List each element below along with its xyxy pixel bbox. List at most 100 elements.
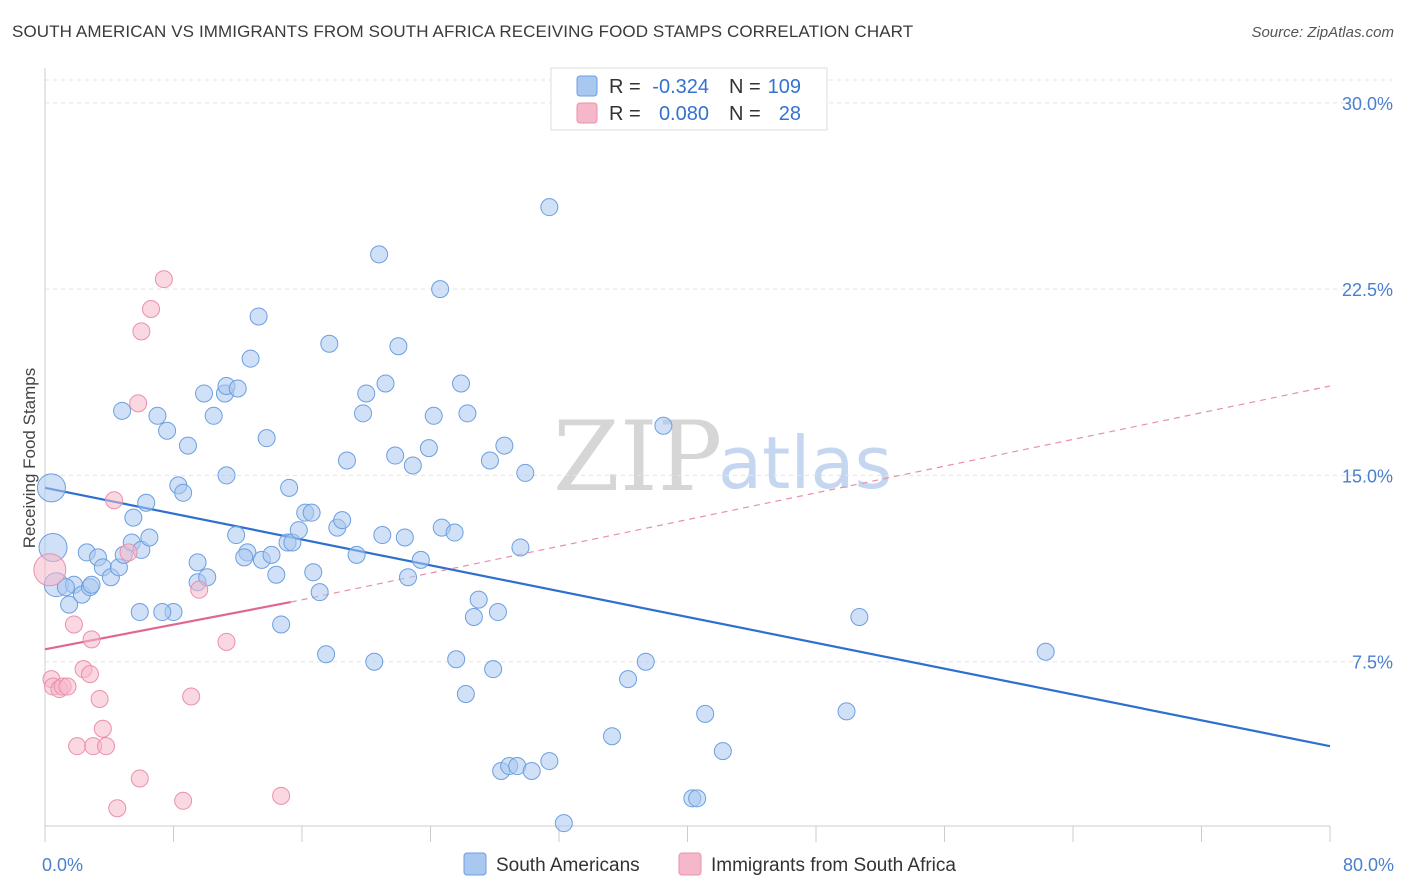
data-point-south-americans — [153, 603, 172, 622]
data-point-south-americans — [217, 466, 236, 485]
data-point-south-africa — [154, 270, 173, 289]
data-point-south-americans — [310, 583, 329, 602]
legend-series: South Americans Immigrants from South Af… — [463, 852, 956, 876]
y-tick-label: 7.5% — [1352, 653, 1393, 673]
data-point-south-africa — [174, 791, 193, 810]
data-point-south-americans — [302, 503, 321, 522]
data-point-south-americans — [235, 548, 254, 567]
data-point-south-africa — [93, 719, 112, 738]
legend-label-south-americans: South Americans — [496, 855, 640, 876]
data-point-south-africa — [90, 689, 109, 708]
data-point-south-africa — [82, 630, 101, 649]
data-point-south-americans — [540, 752, 559, 771]
data-point-south-americans — [431, 280, 450, 299]
data-point-south-americans — [452, 374, 471, 393]
watermark-atlas: atlas — [718, 421, 892, 505]
data-point-south-africa — [97, 737, 116, 756]
legend-swatch-south-americans — [576, 75, 598, 97]
data-point-south-americans — [458, 404, 477, 423]
data-point-south-americans — [289, 521, 308, 540]
data-point-south-americans — [257, 429, 276, 448]
trend-line-south-africa — [290, 385, 1331, 603]
data-point-south-americans — [174, 483, 193, 502]
data-point-south-americans — [424, 406, 443, 425]
data-point-south-americans — [227, 526, 246, 545]
data-point-south-americans — [850, 608, 869, 626]
data-point-south-americans — [376, 374, 395, 393]
data-point-south-americans — [317, 645, 336, 664]
data-point-south-africa — [272, 786, 291, 805]
data-point-south-americans — [636, 652, 655, 671]
watermark-zip: ZIP — [553, 401, 722, 513]
data-point-south-americans — [178, 436, 197, 455]
data-point-south-americans — [399, 568, 418, 587]
data-point-south-americans — [130, 603, 149, 622]
data-point-south-americans — [272, 615, 291, 634]
data-point-south-americans — [262, 545, 281, 564]
data-point-south-americans — [241, 349, 260, 368]
data-point-south-americans — [447, 650, 466, 669]
data-point-south-americans — [357, 384, 376, 403]
data-point-south-americans — [522, 762, 541, 780]
legend-n-label: N = — [729, 103, 761, 125]
legend-r-value: 0.080 — [659, 103, 709, 125]
data-point-south-africa — [217, 632, 236, 651]
data-point-south-americans — [713, 742, 732, 761]
data-point-south-americans — [395, 528, 414, 547]
legend-r-value: -0.324 — [652, 76, 709, 98]
axes — [44, 68, 1331, 842]
data-point-south-africa — [182, 687, 201, 706]
legend-n-value: 28 — [779, 103, 801, 125]
data-point-south-americans — [654, 416, 673, 435]
data-point-south-americans — [386, 446, 405, 465]
data-point-south-africa — [142, 300, 161, 318]
data-point-south-americans — [445, 523, 464, 542]
data-point-south-africa — [68, 737, 87, 756]
data-point-south-americans — [469, 590, 488, 609]
data-point-south-americans — [488, 603, 507, 622]
legend-swatch-south-africa — [576, 102, 598, 124]
data-point-south-americans — [249, 307, 268, 326]
data-point-south-americans — [554, 814, 573, 833]
data-point-south-americans — [304, 563, 323, 582]
data-point-south-americans — [370, 245, 389, 264]
data-point-south-americans — [158, 421, 177, 440]
data-point-south-americans — [140, 528, 159, 547]
chart-title: SOUTH AMERICAN VS IMMIGRANTS FROM SOUTH … — [12, 22, 914, 41]
data-point-south-africa — [64, 615, 83, 634]
data-point-south-americans — [195, 384, 214, 403]
y-tick-label: 15.0% — [1342, 466, 1393, 486]
trend-line-south-americans — [44, 486, 1331, 748]
legend-stats: R = -0.324 N = 109 R = 0.080 N = 28 — [550, 67, 828, 131]
data-point-south-americans — [389, 337, 408, 356]
data-point-south-africa — [33, 553, 67, 587]
data-point-south-africa — [58, 677, 77, 696]
grid-lines — [45, 79, 1392, 663]
data-point-south-africa — [190, 580, 209, 599]
y-tick-label: 30.0% — [1342, 94, 1393, 114]
data-point-south-americans — [688, 789, 707, 808]
data-point-south-americans — [36, 473, 66, 503]
data-point-south-americans — [148, 406, 167, 425]
data-point-south-americans — [419, 439, 438, 458]
data-point-south-africa — [108, 799, 127, 818]
x-tick-label: 0.0% — [42, 855, 83, 875]
legend-swatch-south-americans — [463, 852, 487, 876]
data-point-south-americans — [540, 198, 559, 217]
y-tick-labels: 7.5% 15.0% 22.5% 30.0% — [1342, 94, 1393, 673]
data-point-south-africa — [105, 491, 124, 510]
legend-r-label: R = — [609, 103, 641, 125]
data-point-south-americans — [464, 608, 483, 626]
y-tick-label: 22.5% — [1342, 280, 1393, 300]
data-point-south-americans — [837, 702, 856, 721]
data-point-south-americans — [511, 538, 530, 557]
data-point-south-americans — [228, 379, 247, 398]
data-point-south-americans — [188, 553, 207, 572]
legend-swatch-south-africa — [678, 852, 702, 876]
data-point-south-americans — [456, 685, 475, 703]
y-axis-label: Receiving Food Stamps — [20, 368, 39, 548]
data-point-south-africa — [130, 769, 149, 788]
x-tick-labels: 0.0% 80.0% — [42, 855, 1394, 875]
data-point-south-americans — [354, 404, 373, 423]
